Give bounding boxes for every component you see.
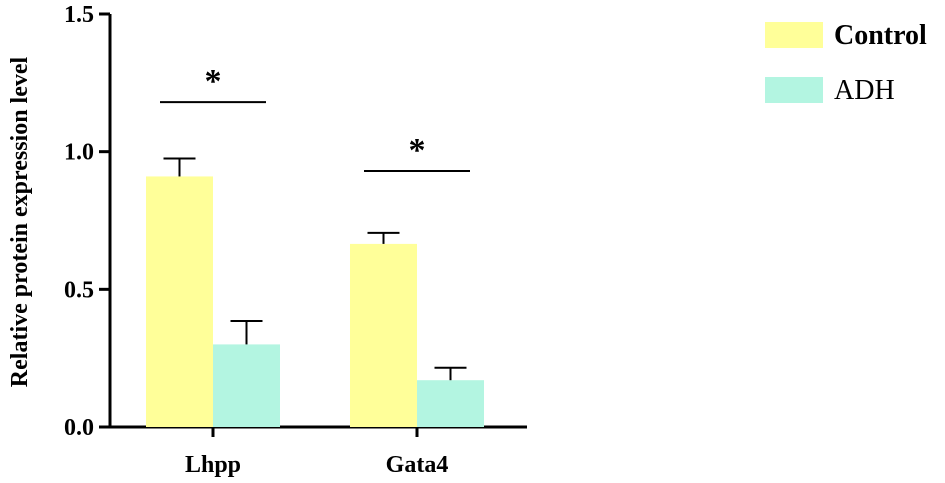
bars <box>146 176 484 427</box>
significance-markers: ** <box>160 63 470 172</box>
legend: Control ADH <box>765 20 927 106</box>
bar <box>146 176 213 427</box>
bar <box>213 344 280 427</box>
legend-label: ADH <box>834 75 895 106</box>
significance-star: * <box>409 132 426 169</box>
x-tick-label: Lhpp <box>185 452 241 478</box>
legend-swatch <box>765 77 823 103</box>
x-tick-label: Gata4 <box>386 452 449 478</box>
legend-label: Control <box>834 20 927 51</box>
bar <box>417 380 484 427</box>
y-tick-label: 0.5 <box>64 277 94 303</box>
y-tick-label: 1.0 <box>64 140 94 166</box>
bar <box>350 243 417 427</box>
x-axis: Lhpp Gata4 <box>108 425 527 478</box>
y-tick-label: 0.0 <box>64 415 94 441</box>
y-axis-label: Relative protein expression level <box>7 56 33 387</box>
error-bars <box>163 157 467 381</box>
significance-star: * <box>205 63 222 100</box>
y-tick-label: 1.5 <box>64 2 94 28</box>
y-axis: 0.0 0.5 1.0 1.5 <box>64 2 112 441</box>
legend-swatch <box>765 22 823 48</box>
